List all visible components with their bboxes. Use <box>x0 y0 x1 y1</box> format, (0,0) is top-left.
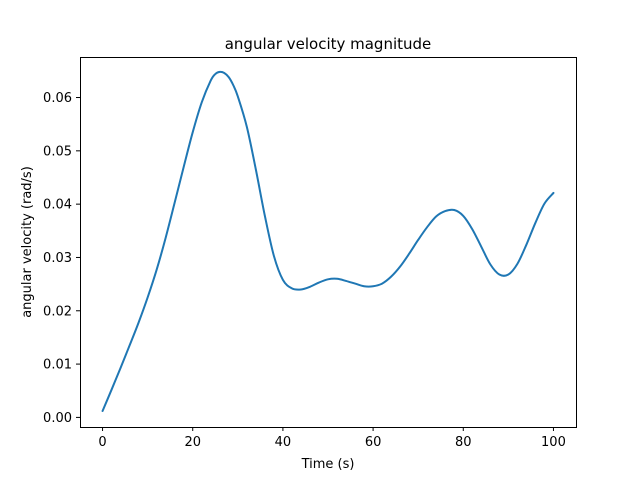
x-axis-label: Time (s) <box>301 457 355 472</box>
chart-title: angular velocity magnitude <box>225 35 432 53</box>
x-tick-label: 80 <box>455 435 472 450</box>
x-tick-label: 40 <box>275 435 292 450</box>
plot-frame <box>80 57 577 428</box>
x-tick-label: 60 <box>365 435 382 450</box>
x-tick-label: 0 <box>98 435 106 450</box>
y-tick-label: 0.06 <box>43 91 72 106</box>
x-tick-label: 100 <box>541 435 566 450</box>
y-axis-ticks: 0.00 0.01 0.02 0.03 0.04 0.05 0.06 <box>43 91 80 426</box>
y-tick-label: 0.01 <box>43 358 72 373</box>
y-tick-label: 0.00 <box>43 411 72 426</box>
y-tick-label: 0.03 <box>43 251 72 266</box>
y-axis-label: angular velocity (rad/s) <box>20 166 35 318</box>
y-tick-label: 0.04 <box>43 198 72 213</box>
angular-velocity-line <box>101 70 555 413</box>
x-tick-label: 20 <box>184 435 201 450</box>
y-tick-label: 0.02 <box>43 304 72 319</box>
y-tick-label: 0.05 <box>43 144 72 159</box>
